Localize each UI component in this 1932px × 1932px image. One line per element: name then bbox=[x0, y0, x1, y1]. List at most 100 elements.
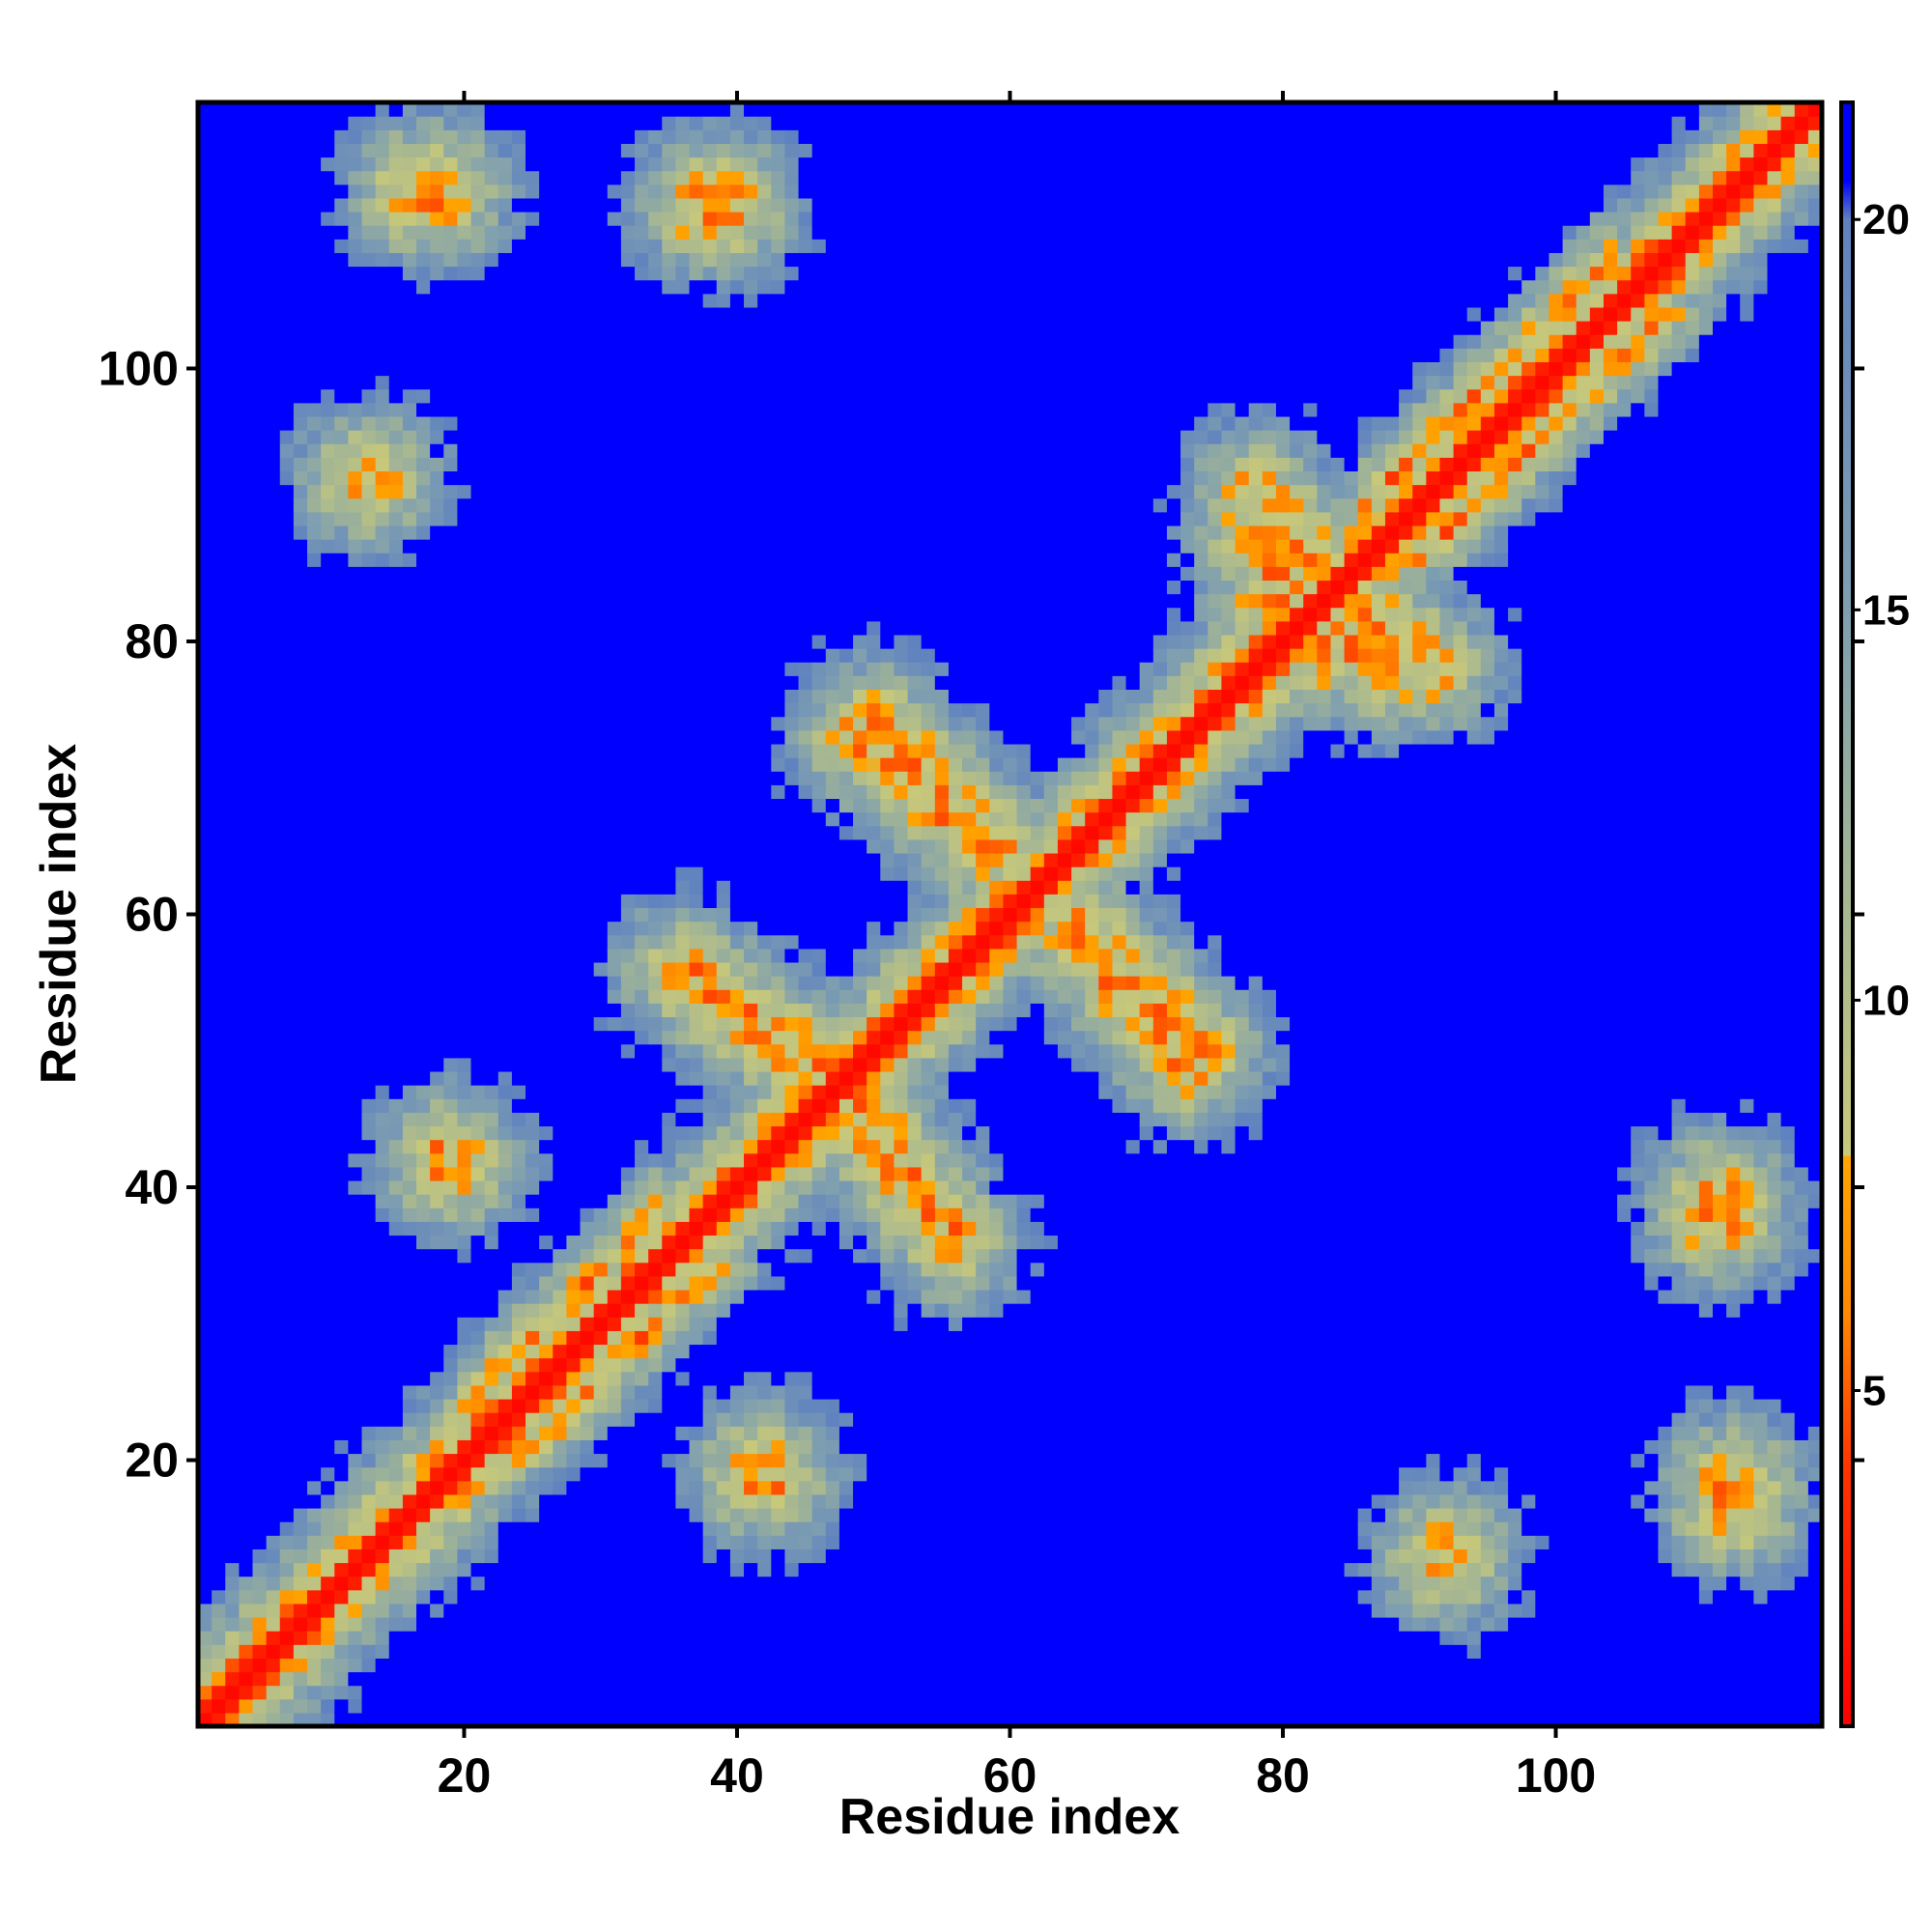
heatmap-cell bbox=[553, 306, 568, 322]
heatmap-cell bbox=[729, 1631, 745, 1645]
heatmap-cell bbox=[675, 443, 691, 458]
heatmap-cell bbox=[252, 716, 268, 731]
heatmap-cell bbox=[307, 1016, 322, 1032]
heatmap-cell bbox=[662, 1493, 677, 1509]
heatmap-cell bbox=[225, 1698, 240, 1714]
heatmap-cell bbox=[348, 402, 363, 417]
heatmap-cell bbox=[293, 934, 308, 950]
heatmap-cell bbox=[553, 620, 568, 636]
heatmap-cell bbox=[416, 1030, 431, 1045]
heatmap-cell bbox=[607, 1112, 622, 1127]
heatmap-cell bbox=[511, 1057, 526, 1072]
heatmap-cell bbox=[744, 1603, 758, 1618]
heatmap-cell bbox=[675, 675, 691, 691]
heatmap-cell bbox=[252, 1303, 268, 1318]
heatmap-cell bbox=[225, 921, 240, 936]
heatmap-cell bbox=[539, 1043, 554, 1059]
heatmap-cell bbox=[457, 1576, 472, 1591]
heatmap-cell bbox=[361, 1480, 377, 1495]
heatmap-cell bbox=[526, 1125, 540, 1141]
heatmap-cell bbox=[307, 1221, 322, 1236]
heatmap-cell bbox=[266, 961, 281, 977]
heatmap-cell bbox=[729, 1248, 745, 1264]
heatmap-cell bbox=[430, 1493, 444, 1509]
heatmap-cell bbox=[648, 1152, 663, 1168]
heatmap-cell bbox=[279, 566, 295, 582]
heatmap-cell bbox=[593, 1098, 609, 1113]
heatmap-cell bbox=[607, 239, 622, 253]
heatmap-cell bbox=[593, 102, 609, 117]
heatmap-cell bbox=[252, 921, 268, 936]
heatmap-cell bbox=[293, 361, 308, 377]
heatmap-cell bbox=[239, 757, 254, 772]
heatmap-cell bbox=[307, 430, 322, 444]
heatmap-cell bbox=[198, 1562, 213, 1577]
heatmap-cell bbox=[511, 375, 526, 390]
heatmap-cell bbox=[416, 566, 431, 582]
heatmap-cell bbox=[511, 1398, 526, 1413]
heatmap-cell bbox=[566, 1589, 582, 1605]
heatmap-cell bbox=[402, 1698, 417, 1714]
heatmap-cell bbox=[702, 811, 718, 827]
heatmap-cell bbox=[443, 784, 458, 800]
heatmap-cell bbox=[293, 1221, 308, 1236]
heatmap-cell bbox=[457, 729, 472, 745]
heatmap-cell bbox=[580, 961, 595, 977]
heatmap-cell bbox=[239, 566, 254, 582]
heatmap-cell bbox=[757, 1439, 772, 1455]
heatmap-cell bbox=[225, 757, 240, 772]
heatmap-cell bbox=[716, 1003, 731, 1018]
heatmap-cell bbox=[716, 1658, 731, 1673]
heatmap-cell bbox=[443, 402, 458, 417]
heatmap-cell bbox=[566, 1398, 582, 1413]
heatmap-cell bbox=[348, 1671, 363, 1687]
heatmap-cell bbox=[648, 334, 663, 349]
heatmap-cell bbox=[566, 1644, 582, 1659]
heatmap-cell bbox=[729, 976, 745, 990]
heatmap-cell bbox=[702, 375, 718, 390]
heatmap-cell bbox=[511, 961, 526, 977]
heatmap-cell bbox=[266, 1644, 281, 1659]
heatmap-cell bbox=[402, 525, 417, 540]
heatmap-cell bbox=[334, 593, 349, 609]
heatmap-cell bbox=[702, 348, 718, 362]
heatmap-cell bbox=[334, 648, 349, 663]
heatmap-cell bbox=[361, 867, 377, 881]
heatmap-cell bbox=[553, 1671, 568, 1687]
heatmap-cell bbox=[648, 989, 663, 1004]
heatmap-cell bbox=[593, 1671, 609, 1687]
heatmap-cell bbox=[198, 1480, 213, 1495]
heatmap-cell bbox=[716, 771, 731, 785]
heatmap-cell bbox=[689, 415, 704, 431]
heatmap-cell bbox=[744, 1576, 758, 1591]
heatmap-cell bbox=[702, 252, 718, 268]
heatmap-cell bbox=[416, 1152, 431, 1168]
heatmap-cell bbox=[361, 1384, 377, 1400]
heatmap-cell bbox=[416, 470, 431, 486]
heatmap-cell bbox=[662, 497, 677, 513]
heatmap-cell bbox=[321, 156, 335, 172]
heatmap-cell bbox=[470, 675, 486, 691]
heatmap-cell bbox=[729, 825, 745, 840]
heatmap-cell bbox=[648, 1057, 663, 1072]
heatmap-cell bbox=[279, 607, 295, 622]
heatmap-cell bbox=[702, 1685, 718, 1700]
heatmap-cell bbox=[553, 689, 568, 704]
heatmap-cell bbox=[497, 388, 513, 404]
heatmap-cell bbox=[321, 1548, 335, 1564]
heatmap-cell bbox=[635, 825, 649, 840]
heatmap-cell bbox=[539, 620, 554, 636]
heatmap-cell bbox=[361, 539, 377, 554]
heatmap-cell bbox=[334, 1466, 349, 1482]
heatmap-cell bbox=[675, 239, 691, 253]
heatmap-cell bbox=[648, 1535, 663, 1549]
heatmap-cell bbox=[580, 143, 595, 158]
heatmap-cell bbox=[348, 415, 363, 431]
heatmap-cell bbox=[307, 1179, 322, 1195]
heatmap-cell bbox=[266, 266, 281, 281]
heatmap-cell bbox=[744, 620, 758, 636]
heatmap-cell bbox=[729, 470, 745, 486]
heatmap-cell bbox=[416, 729, 431, 745]
heatmap-cell bbox=[607, 784, 622, 800]
heatmap-cell bbox=[361, 948, 377, 963]
